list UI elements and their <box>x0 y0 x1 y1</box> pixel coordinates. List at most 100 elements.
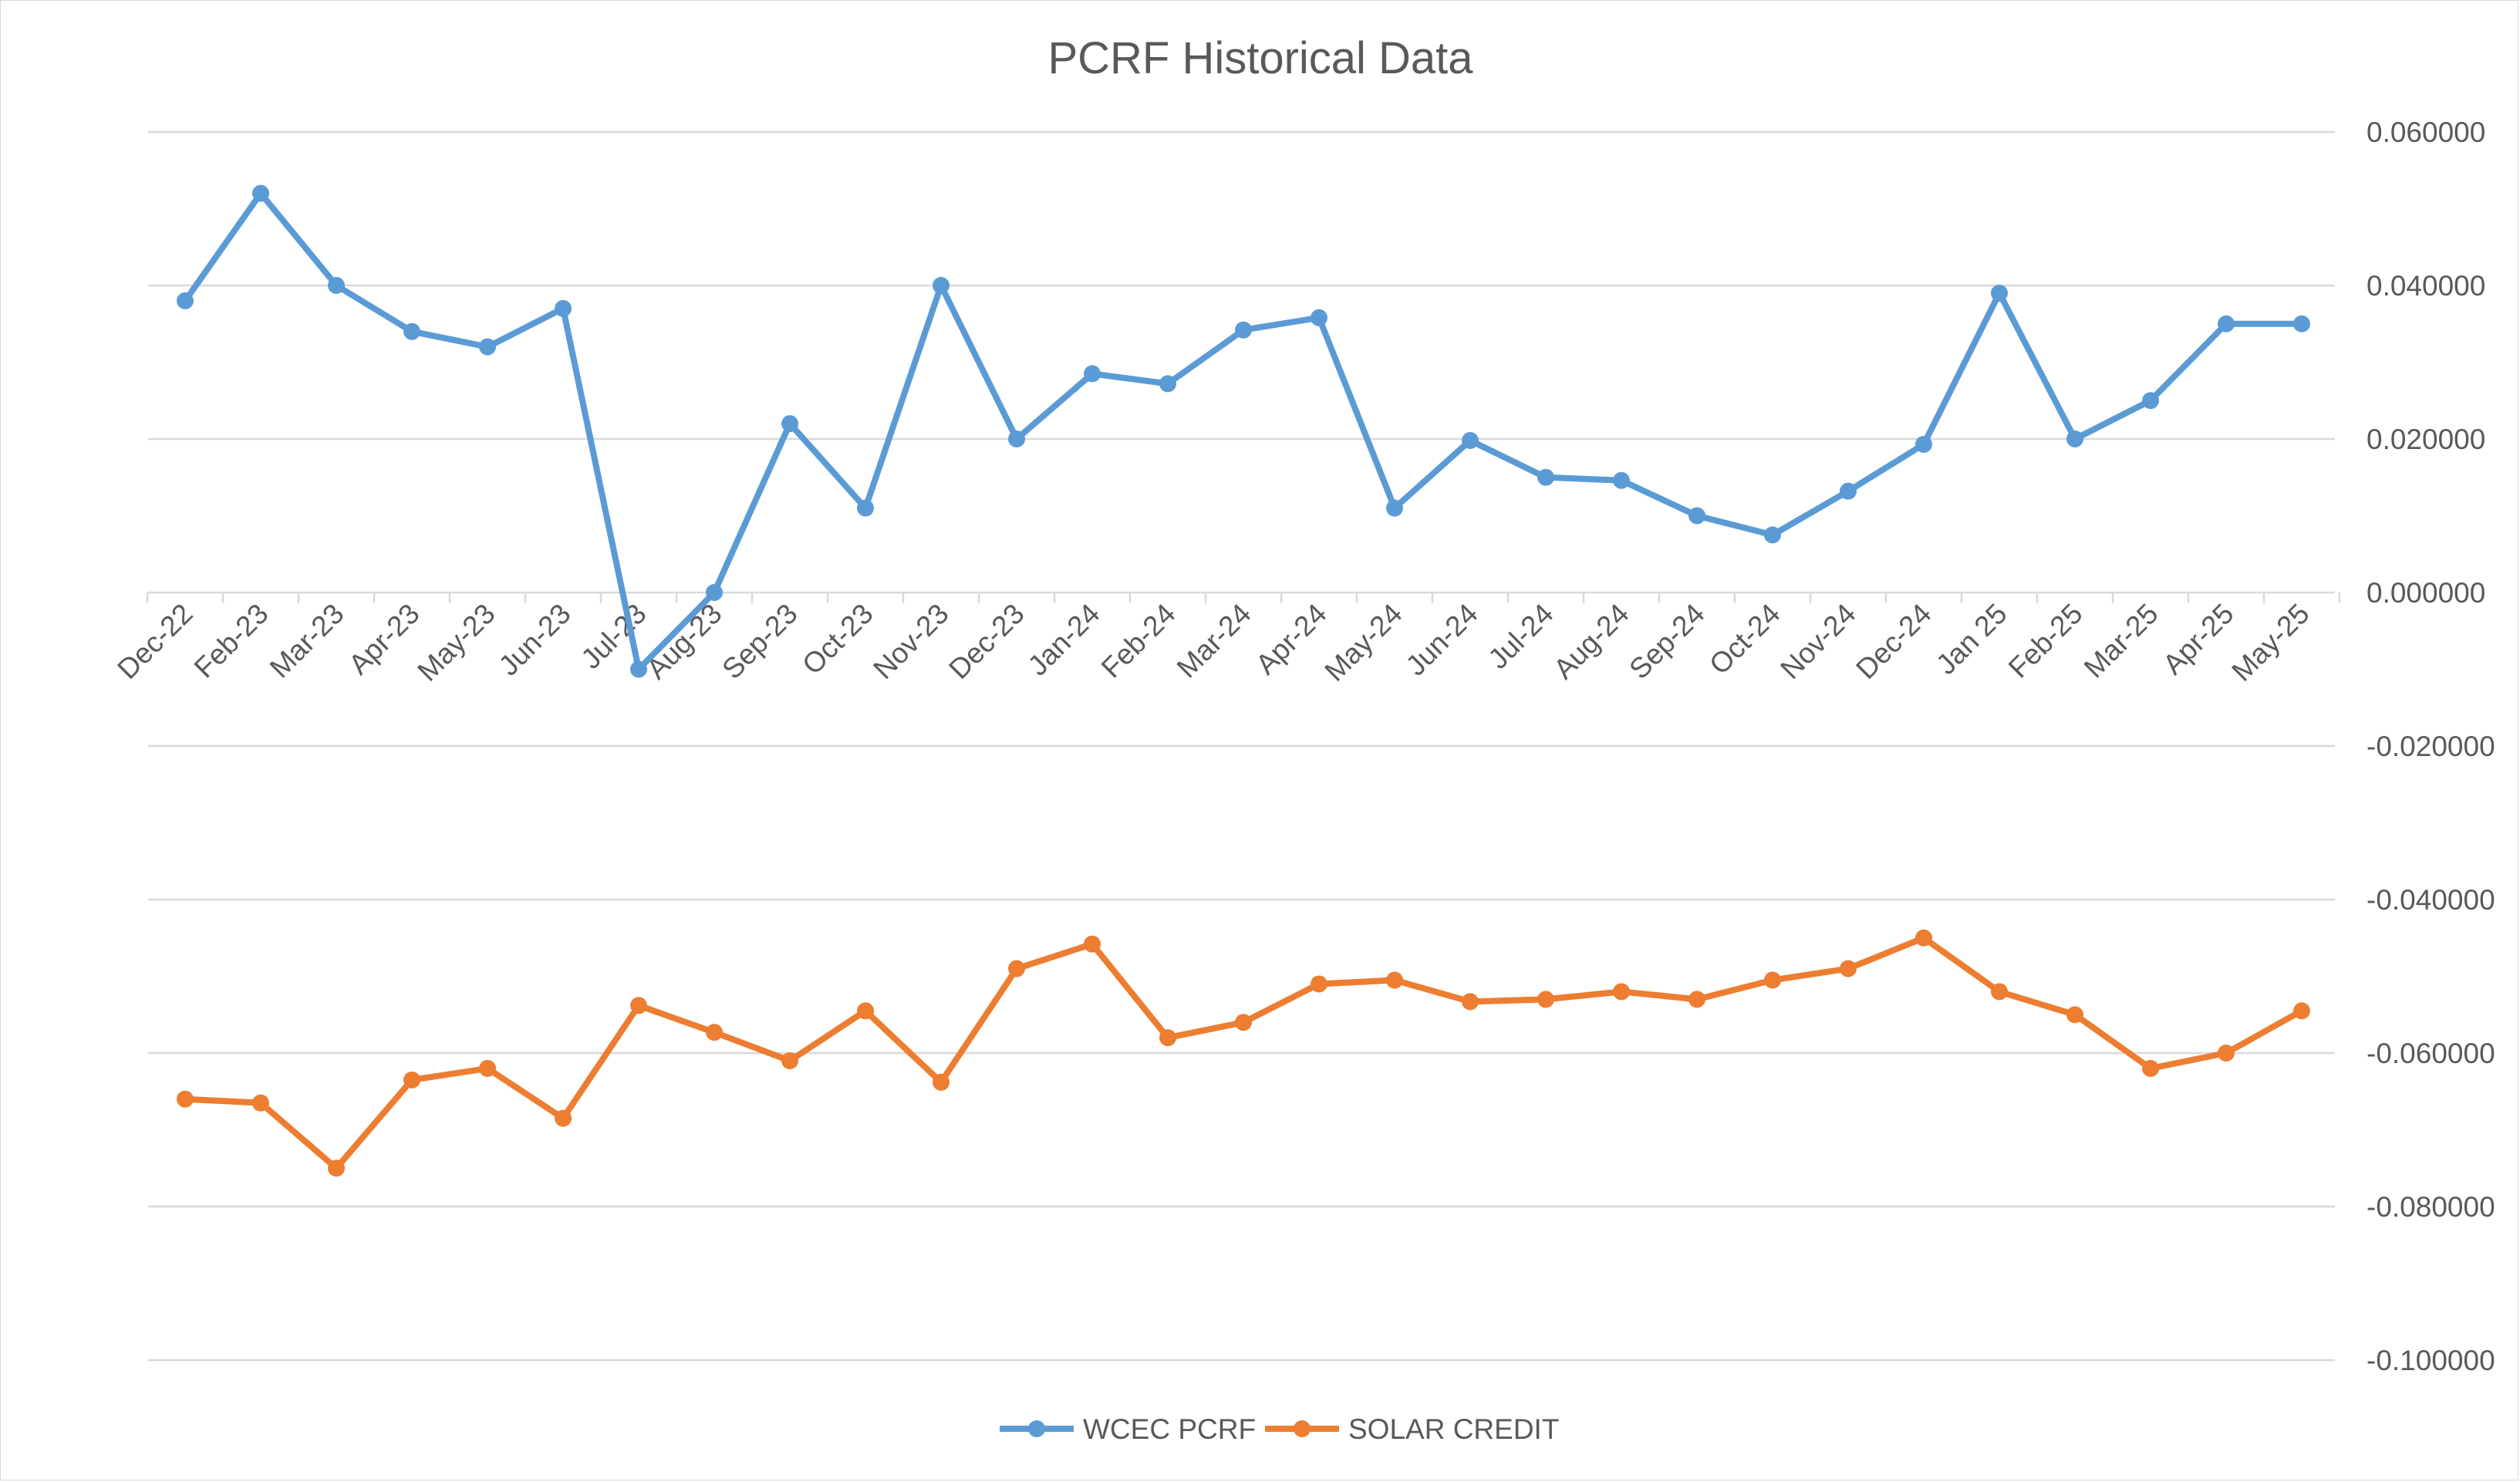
x-tick-label: Jun-24 <box>1400 598 1484 682</box>
data-point-solar-credit <box>1764 971 1781 989</box>
y-axis-ticks: 0.060000 0.040000 0.020000 0.000000 -0.02000… <box>2367 116 2495 1376</box>
data-point-solar-credit <box>1386 971 1403 989</box>
data-point-solar-credit <box>1613 983 1630 1001</box>
data-point-solar-credit <box>1084 935 1101 953</box>
data-point-solar-credit <box>1537 991 1554 1008</box>
data-point-solar-credit <box>1235 1014 1252 1031</box>
legend-swatch-marker-solar-credit <box>1294 1420 1311 1437</box>
legend: WCEC PCRF SOLAR CREDIT <box>1000 1413 1559 1445</box>
data-point-wcec-pcrf <box>1235 321 1252 339</box>
x-tick-label: Mar-24 <box>1171 598 1257 684</box>
data-point-solar-credit <box>2142 1059 2159 1077</box>
legend-label-wcec-pcrf: WCEC PCRF <box>1083 1413 1256 1445</box>
x-tick-label: Mar-25 <box>2078 598 2164 684</box>
data-point-solar-credit <box>706 1024 723 1041</box>
y-tick-label: -0.080000 <box>2367 1191 2495 1223</box>
x-tick-label: Dec-22 <box>111 598 198 685</box>
data-point-solar-credit <box>1159 1029 1176 1047</box>
y-tick-label: -0.040000 <box>2367 884 2495 916</box>
gridlines <box>148 130 2335 1362</box>
data-point-wcec-pcrf <box>2066 430 2083 447</box>
data-point-wcec-pcrf <box>328 277 345 294</box>
data-point-wcec-pcrf <box>555 299 572 317</box>
series-line-wcec-pcrf <box>182 190 2305 673</box>
y-tick-label: 0.020000 <box>2367 424 2485 455</box>
data-point-wcec-pcrf <box>630 660 647 678</box>
data-point-wcec-pcrf <box>1159 375 1176 393</box>
x-tick-label: May-25 <box>2225 598 2315 687</box>
data-point-solar-credit <box>2293 1002 2310 1020</box>
data-point-solar-credit <box>403 1071 420 1089</box>
data-point-solar-credit <box>328 1160 345 1177</box>
data-point-solar-credit <box>630 997 647 1014</box>
data-point-solar-credit <box>555 1109 572 1127</box>
data-point-wcec-pcrf <box>1084 365 1101 383</box>
x-tick-label: May-24 <box>1318 598 1408 687</box>
x-tick-label: Sep-24 <box>1623 598 1710 685</box>
x-tick-label: May-23 <box>411 598 501 687</box>
x-tick-label: Sep-23 <box>716 598 803 685</box>
data-point-wcec-pcrf <box>177 292 194 309</box>
data-point-solar-credit <box>1915 929 1932 947</box>
x-tick-label: Aug-24 <box>1547 598 1634 685</box>
x-tick-label: Apr-25 <box>2157 598 2240 681</box>
chart-title: PCRF Historical Data <box>1047 33 1473 83</box>
data-point-solar-credit <box>1462 993 1479 1011</box>
x-tick-label: Oct-23 <box>796 598 879 681</box>
data-point-solar-credit <box>2218 1045 2235 1062</box>
x-tick-label: Aug-23 <box>640 598 727 685</box>
data-point-solar-credit <box>781 1052 798 1069</box>
legend-swatch-marker-wcec-pcrf <box>1028 1420 1045 1437</box>
data-point-solar-credit <box>1840 960 1857 977</box>
data-point-wcec-pcrf <box>1840 482 1857 500</box>
data-point-wcec-pcrf <box>781 415 798 433</box>
data-point-wcec-pcrf <box>1688 507 1705 525</box>
data-point-wcec-pcrf <box>252 184 269 202</box>
x-tick-label: Feb-23 <box>188 598 275 684</box>
data-point-wcec-pcrf <box>857 499 874 517</box>
x-tick-label: Dec-24 <box>1850 598 1937 685</box>
x-tick-label: Mar-23 <box>264 598 350 684</box>
data-point-wcec-pcrf <box>1537 468 1554 486</box>
data-point-solar-credit <box>1991 983 2008 1001</box>
data-point-wcec-pcrf <box>933 277 950 294</box>
data-point-solar-credit <box>1311 975 1327 993</box>
data-point-wcec-pcrf <box>706 584 723 601</box>
x-tick-label: Nov-24 <box>1774 598 1861 685</box>
data-point-wcec-pcrf <box>1462 431 1479 449</box>
data-point-wcec-pcrf <box>1613 471 1630 489</box>
data-point-solar-credit <box>2066 1006 2083 1024</box>
x-tick-label: Jun-23 <box>493 598 577 682</box>
data-point-solar-credit <box>252 1094 269 1112</box>
data-point-wcec-pcrf <box>403 322 420 340</box>
data-point-wcec-pcrf <box>1764 526 1781 544</box>
x-tick-label: Jan-24 <box>1022 598 1106 682</box>
y-tick-label: -0.020000 <box>2367 731 2495 762</box>
x-axis-ticks: Dec-22Feb-23Mar-23Apr-23May-23Jun-23Jul-… <box>111 598 2315 687</box>
y-tick-label: -0.100000 <box>2367 1345 2495 1376</box>
x-tick-label: Oct-24 <box>1703 598 1786 681</box>
data-point-wcec-pcrf <box>2142 392 2159 410</box>
data-point-wcec-pcrf <box>1991 284 2008 302</box>
series-layer <box>177 184 2310 1177</box>
x-tick-label: Feb-24 <box>1095 598 1182 684</box>
data-point-wcec-pcrf <box>2293 315 2310 333</box>
x-tick-label: Nov-23 <box>867 598 954 685</box>
y-tick-label: 0.000000 <box>2367 577 2485 609</box>
data-point-solar-credit <box>857 1002 874 1020</box>
data-point-wcec-pcrf <box>1386 499 1403 517</box>
data-point-solar-credit <box>479 1059 496 1077</box>
data-point-wcec-pcrf <box>479 338 496 356</box>
x-tick-label: Apr-23 <box>342 598 426 681</box>
data-point-wcec-pcrf <box>1915 435 1932 453</box>
y-tick-label: -0.060000 <box>2367 1038 2495 1069</box>
y-tick-label: 0.060000 <box>2367 116 2485 148</box>
data-point-solar-credit <box>1008 960 1025 977</box>
x-tick-label: Dec-23 <box>943 598 1030 685</box>
x-axis <box>146 591 2341 603</box>
y-tick-label: 0.040000 <box>2367 270 2485 302</box>
legend-label-solar-credit: SOLAR CREDIT <box>1348 1413 1559 1445</box>
x-tick-label: Feb-25 <box>2002 598 2089 684</box>
